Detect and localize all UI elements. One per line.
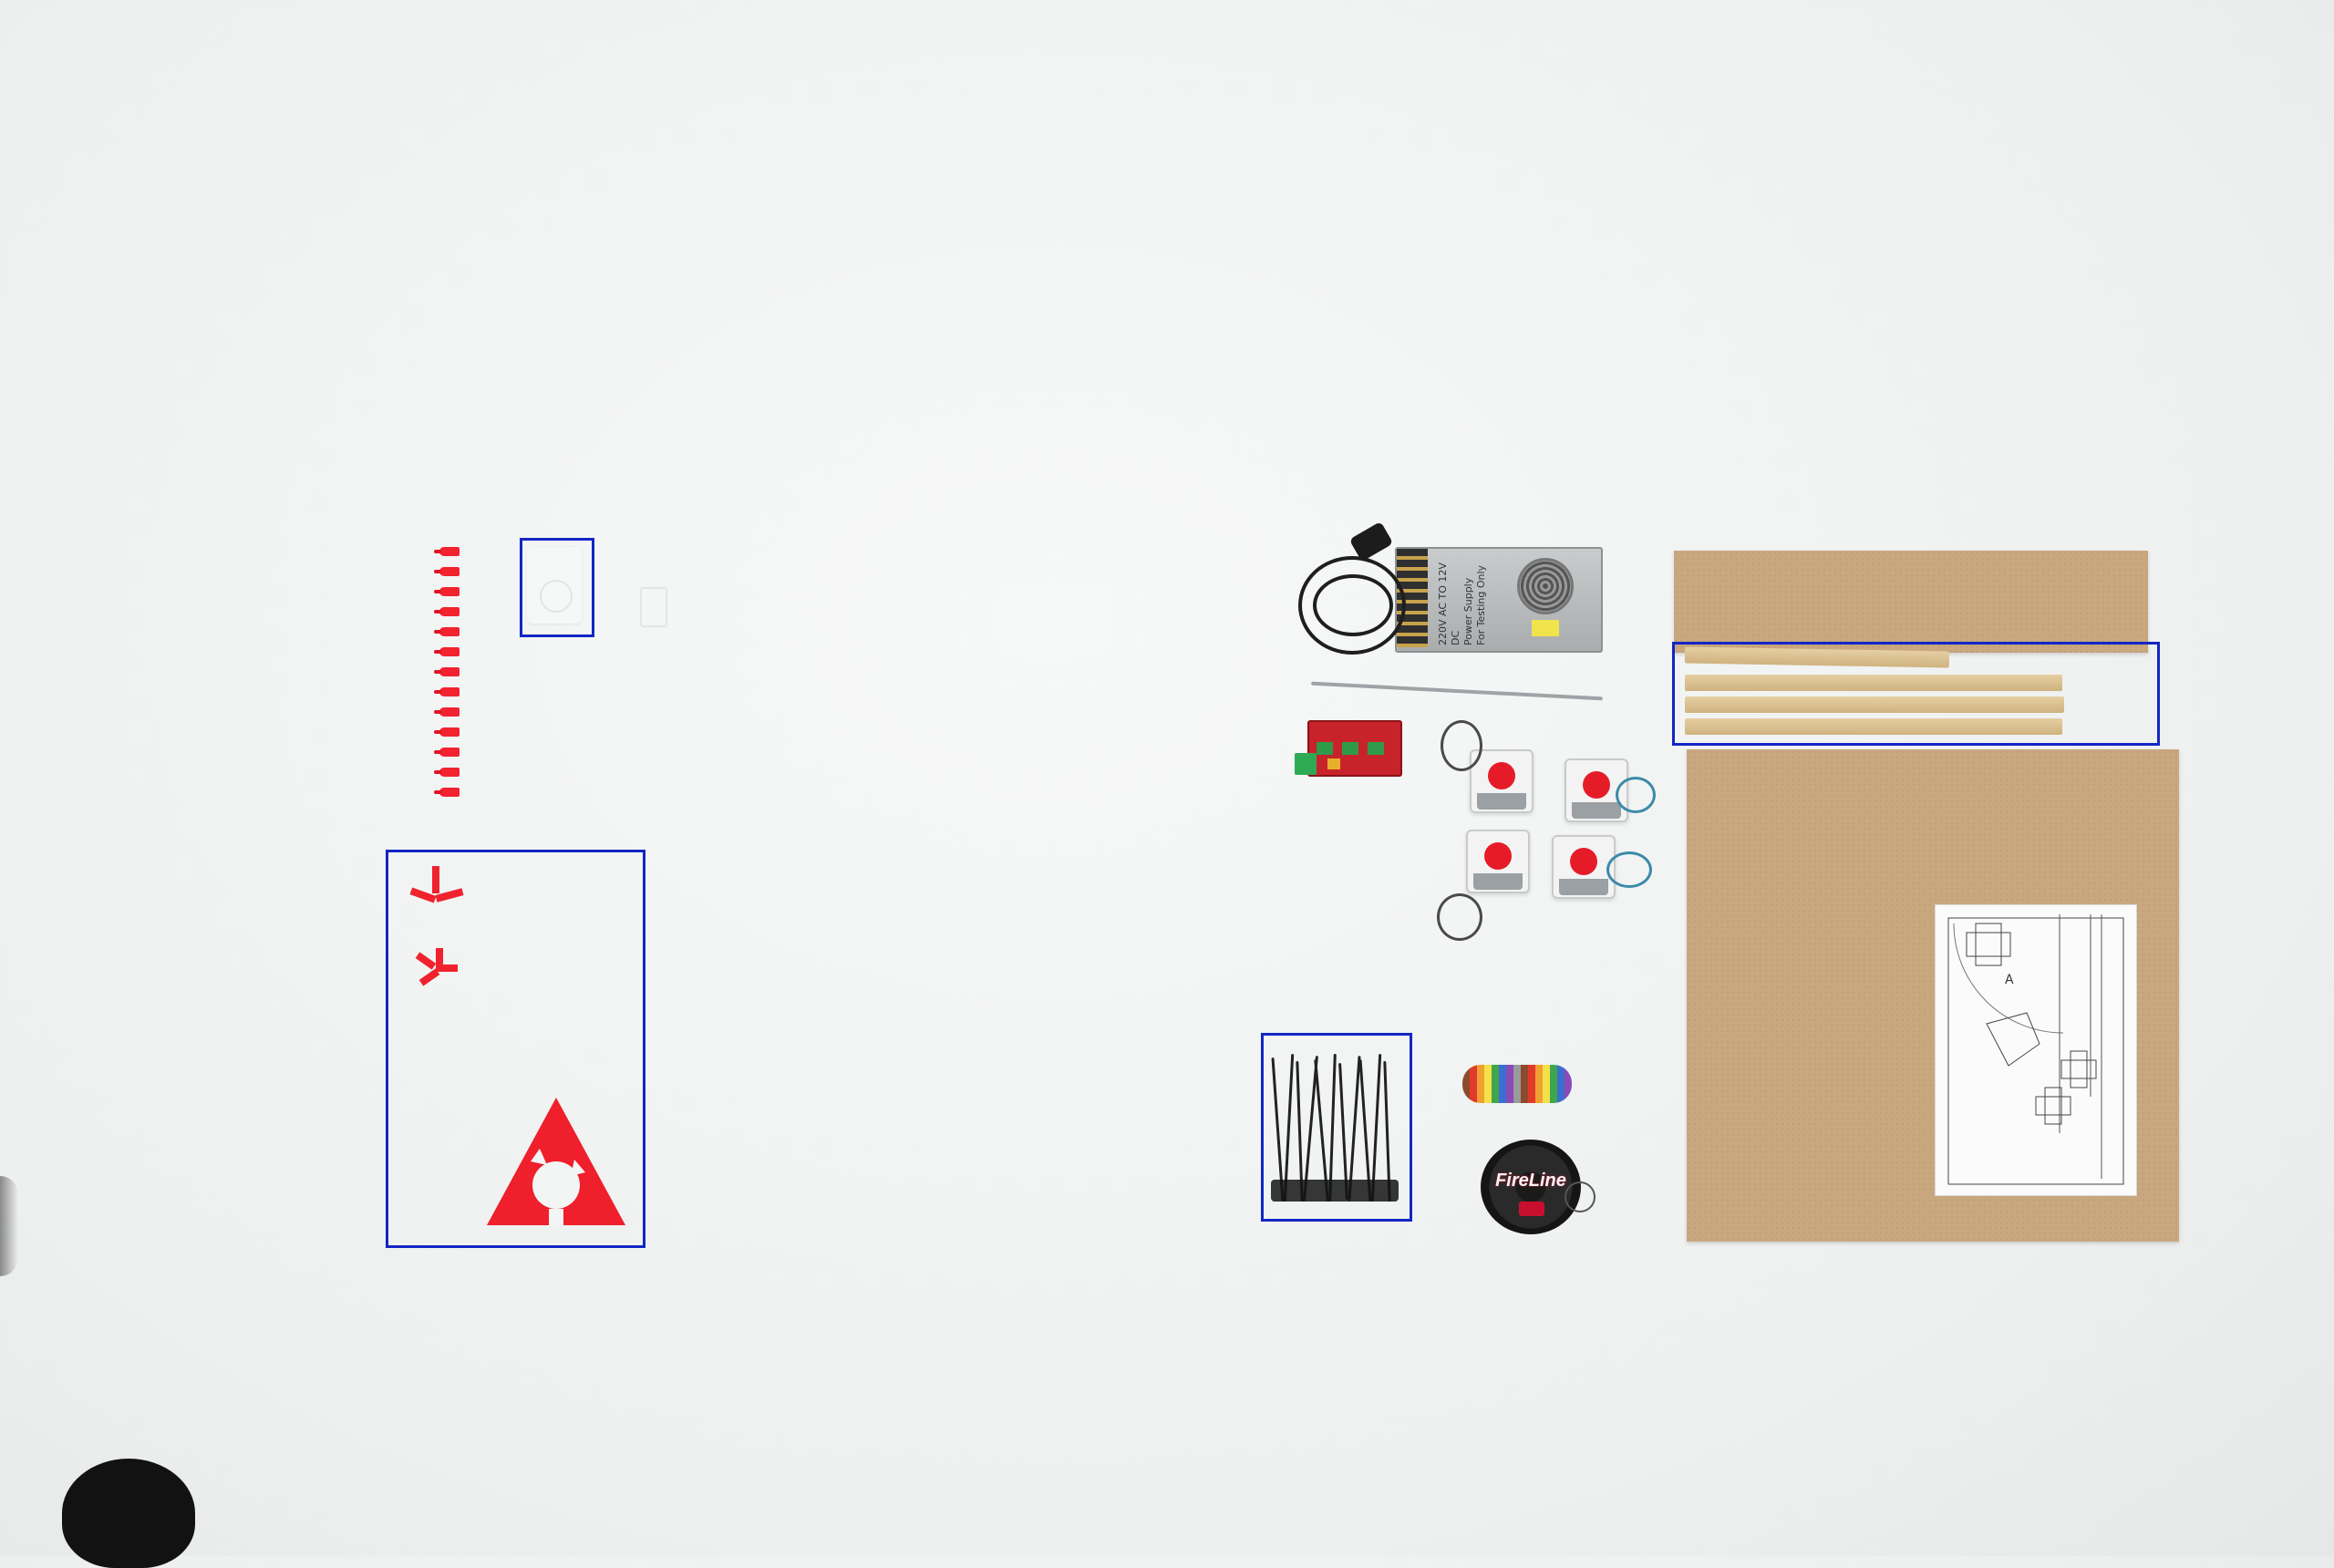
stepper-motor-4 — [1552, 835, 1616, 899]
red-clip-2 — [410, 946, 465, 992]
psu-label-line1: 220V AC TO 12V DC — [1437, 562, 1461, 645]
template-drawing — [1947, 914, 2124, 1185]
template-letter: A — [2005, 973, 2014, 987]
power-cord — [1298, 556, 1406, 655]
spool-label: FireLine — [1495, 1171, 1566, 1191]
mdf-board-top — [1674, 551, 2148, 653]
fireline-spool: FireLine — [1481, 1140, 1581, 1234]
psu-label-line2: Power Supply — [1462, 577, 1474, 645]
power-supply-unit: 220V AC TO 12V DC Power Supply For Testi… — [1395, 547, 1603, 653]
control-board — [1307, 720, 1402, 777]
wooden-stick-4 — [1685, 718, 2062, 735]
red-printed-parts-box — [386, 850, 645, 1248]
wooden-stick-3 — [1685, 696, 2064, 713]
red-pegs-column — [434, 547, 461, 807]
spool-thread — [1565, 1181, 1596, 1212]
white-pen-holder — [527, 547, 582, 624]
power-cord-loop — [1313, 574, 1393, 636]
psu-label-text: 220V AC TO 12V DC Power Supply For Testi… — [1437, 556, 1510, 645]
board-terminal — [1295, 753, 1317, 775]
wooden-sticks-box — [1672, 642, 2160, 746]
pen-holder-box — [520, 538, 594, 637]
zip-ties-bundle — [1271, 1053, 1400, 1209]
wooden-stick-2 — [1685, 675, 2062, 691]
fan-icon — [1517, 558, 1574, 614]
ribbon-cable-roll — [1462, 1065, 1572, 1103]
paper-template: A — [1935, 904, 2137, 1196]
black-sock — [62, 1459, 195, 1568]
edge-shadow — [0, 1176, 18, 1276]
zip-ties-box — [1261, 1033, 1412, 1222]
stepper-motor-3 — [1466, 830, 1530, 893]
white-clip — [640, 587, 667, 627]
metal-rod — [1311, 681, 1603, 701]
red-triangle-base — [487, 1098, 625, 1225]
motor-wire-4 — [1606, 851, 1652, 888]
warning-label — [1532, 620, 1559, 636]
red-clip-1 — [408, 866, 467, 915]
motor-wire-3 — [1437, 893, 1482, 941]
motor-wire-1 — [1441, 720, 1482, 771]
stepper-motor-1 — [1470, 749, 1534, 813]
psu-label-line3: For Testing Only — [1475, 564, 1487, 645]
motor-wire-2 — [1616, 777, 1656, 813]
